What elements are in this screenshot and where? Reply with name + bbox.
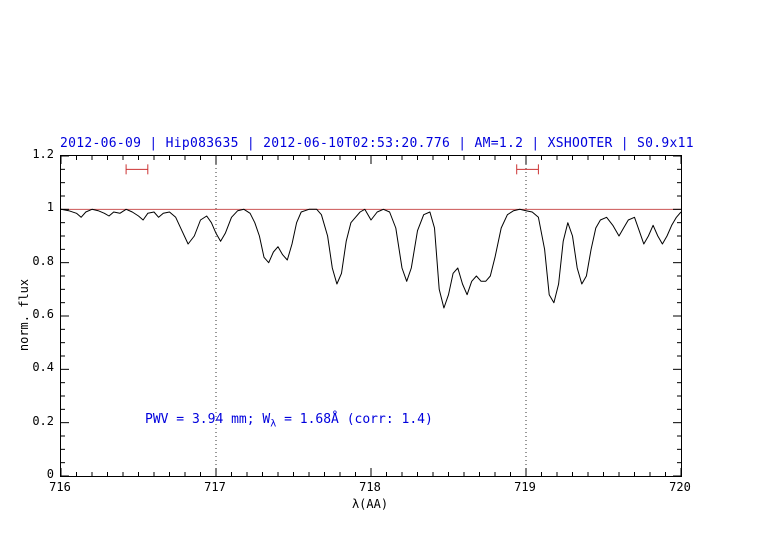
x-tick-label: 717	[204, 480, 226, 494]
plot-area: PWV = 3.94 mm; Wλ = 1.68Å (corr: 1.4)	[60, 155, 682, 477]
annotation-text-left: PWV = 3.94 mm; W	[145, 412, 271, 427]
plot-title: 2012-06-09 | Hip083635 | 2012-06-10T02:5…	[60, 136, 694, 151]
x-axis-label: λ(AA)	[351, 497, 389, 511]
spectrum-plot-svg	[61, 156, 681, 476]
x-tick-label: 720	[669, 480, 691, 494]
y-tick-label: 0	[46, 467, 54, 481]
y-tick-label: 1	[46, 200, 54, 215]
x-tick-label: 719	[514, 480, 536, 494]
y-tick-label: 1.2	[32, 147, 54, 161]
y-tick-label: 0.6	[32, 307, 54, 321]
y-tick-label: 0.2	[32, 413, 54, 428]
pwv-annotation: PWV = 3.94 mm; Wλ = 1.68Å (corr: 1.4)	[145, 412, 433, 430]
x-tick-label: 716	[49, 480, 71, 494]
annotation-text-right: = 1.68Å (corr: 1.4)	[276, 412, 433, 427]
y-tick-label: 0.8	[32, 253, 54, 268]
y-tick-label: 0.4	[32, 360, 54, 375]
x-tick-label: 718	[359, 480, 381, 494]
annotation-lambda-subscript: λ	[270, 418, 277, 430]
